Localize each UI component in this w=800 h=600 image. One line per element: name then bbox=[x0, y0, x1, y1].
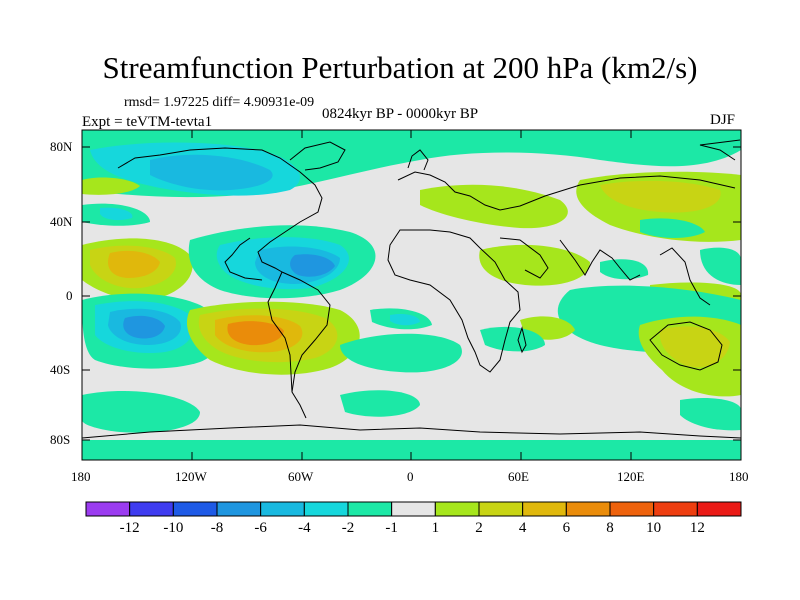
colorbar-swatch bbox=[260, 501, 305, 517]
coastline bbox=[117, 147, 323, 273]
field-region bbox=[700, 247, 741, 285]
field-region bbox=[340, 333, 462, 373]
colorbar-swatch bbox=[129, 501, 174, 517]
colorbar-label: 10 bbox=[646, 520, 662, 536]
field-region bbox=[600, 259, 649, 280]
coastline bbox=[699, 139, 741, 161]
coastline bbox=[281, 271, 331, 419]
colorbar-swatch bbox=[172, 501, 218, 517]
colorbar-label: 8 bbox=[606, 520, 614, 536]
colorbar-label: 1 bbox=[431, 520, 440, 536]
field-region bbox=[659, 326, 730, 368]
colorbar-label: -10 bbox=[163, 520, 184, 536]
field-region bbox=[150, 154, 273, 191]
coastline bbox=[387, 229, 521, 373]
lat-tick-label: 80S bbox=[50, 432, 71, 447]
colorbar-swatch bbox=[347, 501, 393, 517]
colorbar-swatch bbox=[85, 501, 131, 517]
colorbar-swatch bbox=[303, 501, 349, 517]
colorbar-swatch bbox=[391, 501, 436, 517]
colorbar-label: -2 bbox=[341, 520, 355, 536]
colorbar-swatch bbox=[522, 501, 567, 517]
coastline bbox=[289, 141, 346, 171]
colorbar-label: -1 bbox=[385, 520, 398, 536]
lon-tick-label: 60W bbox=[288, 469, 314, 484]
colorbar-swatch bbox=[216, 501, 262, 517]
axis-ticks bbox=[82, 130, 741, 460]
lat-tick-label: 40S bbox=[50, 362, 71, 377]
colorbar-label: 12 bbox=[689, 520, 705, 536]
season-label: DJF bbox=[710, 112, 736, 128]
coastline bbox=[82, 424, 741, 439]
colorbar-label: 4 bbox=[518, 520, 527, 536]
colorbar-label: 2 bbox=[475, 520, 483, 536]
lon-tick-label: 180 bbox=[729, 469, 749, 484]
coastline bbox=[649, 321, 723, 371]
coastline bbox=[659, 247, 711, 306]
field-region bbox=[82, 177, 140, 195]
field-region bbox=[123, 315, 165, 339]
field-region bbox=[340, 390, 420, 417]
lat-tick-label: 80N bbox=[50, 139, 73, 154]
colorbar-label: -4 bbox=[298, 520, 311, 536]
coastline bbox=[559, 239, 641, 281]
field-region bbox=[479, 244, 590, 286]
field-region bbox=[290, 254, 335, 277]
contour-field bbox=[82, 130, 741, 460]
colorbar-label: 6 bbox=[562, 520, 571, 536]
field-region bbox=[108, 250, 160, 278]
colorbar-swatch bbox=[696, 501, 742, 517]
coastline bbox=[499, 237, 549, 279]
field-region bbox=[82, 391, 200, 433]
field-region bbox=[640, 218, 705, 238]
field-region bbox=[82, 440, 741, 460]
colorbar-label: -8 bbox=[210, 520, 224, 536]
field-region bbox=[680, 398, 741, 431]
coastline bbox=[267, 271, 293, 393]
experiment-label: Expt = teVTM-tevta1 bbox=[82, 114, 213, 130]
colorbar-swatch bbox=[478, 501, 524, 517]
lat-tick-label: 0 bbox=[66, 288, 73, 303]
coastline bbox=[517, 326, 527, 354]
coastline bbox=[224, 237, 263, 281]
lon-tick-label: 0 bbox=[407, 469, 414, 484]
period-label: 0824kyr BP - 0000kyr BP bbox=[322, 106, 479, 122]
colorbar-swatch bbox=[565, 501, 611, 517]
field-region bbox=[420, 184, 568, 229]
field-region bbox=[390, 313, 420, 326]
lon-tick-label: 120E bbox=[617, 469, 645, 484]
colorbar-label: -12 bbox=[119, 520, 140, 536]
lon-tick-label: 180 bbox=[71, 469, 91, 484]
chart-title: Streamfunction Perturbation at 200 hPa (… bbox=[102, 50, 698, 85]
lat-tick-label: 40N bbox=[50, 214, 73, 229]
lon-tick-label: 60E bbox=[508, 469, 529, 484]
colorbar-swatch bbox=[434, 501, 480, 517]
coastlines bbox=[82, 139, 741, 439]
field-region bbox=[600, 180, 721, 213]
field-region bbox=[227, 321, 284, 346]
colorbar-swatch bbox=[609, 501, 655, 517]
stats-label: rmsd= 1.97225 diff= 4.90931e-09 bbox=[124, 95, 315, 110]
colorbar-swatch bbox=[653, 501, 698, 517]
coastline bbox=[407, 149, 429, 171]
coastline bbox=[397, 171, 736, 211]
colorbar bbox=[85, 501, 742, 517]
field-region bbox=[480, 326, 545, 352]
lon-tick-label: 120W bbox=[175, 469, 207, 484]
field-region bbox=[100, 207, 133, 221]
colorbar-label: -6 bbox=[254, 520, 267, 536]
